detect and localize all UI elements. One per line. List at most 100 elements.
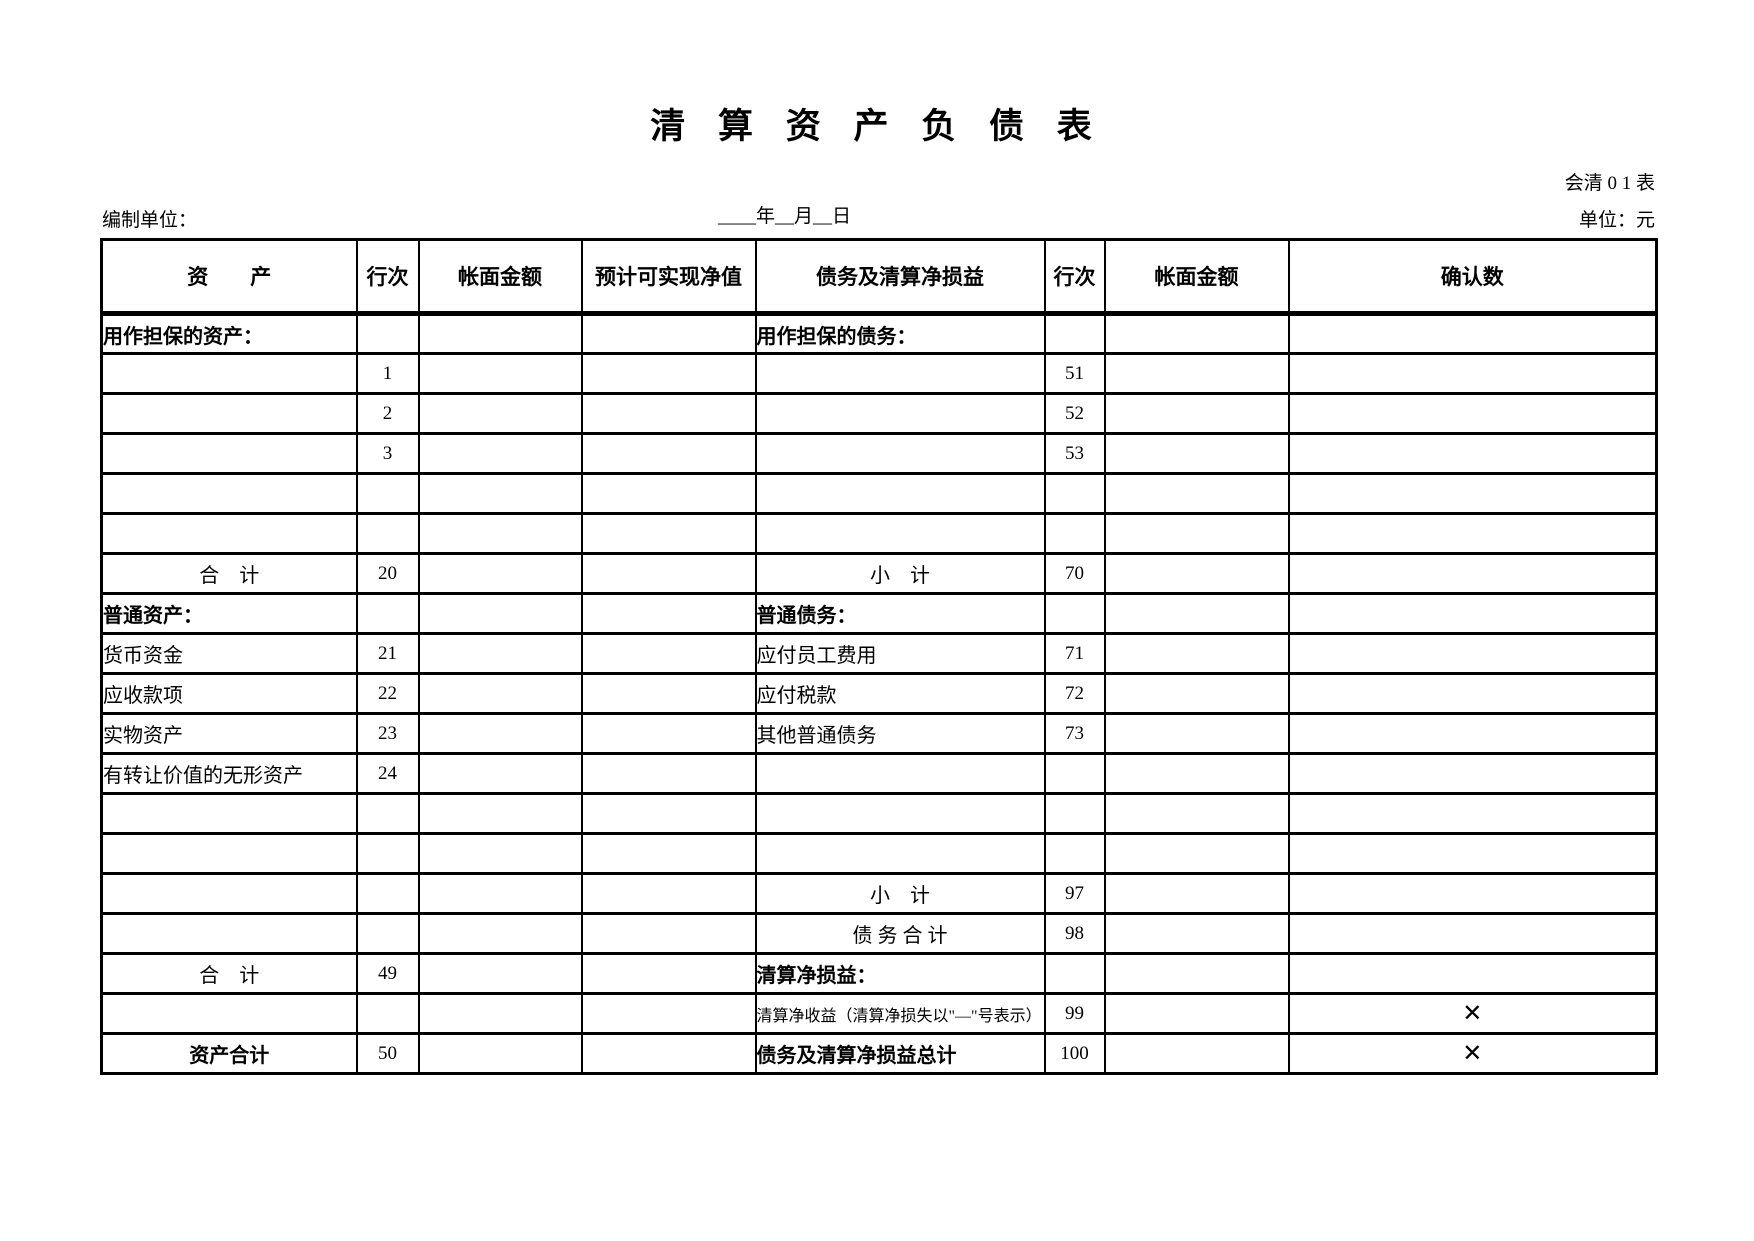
confirm-cell — [1287, 912, 1658, 955]
line-no: 97 — [1043, 872, 1106, 915]
book-amount-cell — [417, 872, 583, 915]
other-ordinary-liabilities-label: 其他普通债务 — [754, 712, 1046, 755]
book-amount-cell — [417, 552, 583, 595]
book-amount-cell — [1103, 472, 1290, 515]
label-cell — [100, 432, 358, 475]
line-no-cell — [355, 872, 420, 915]
table-row: 3 53 — [100, 432, 1658, 475]
line-no: 50 — [355, 1032, 420, 1075]
confirm-cell — [1287, 512, 1658, 555]
net-value-cell — [580, 672, 757, 715]
line-no: 53 — [1043, 432, 1106, 475]
book-amount-cell — [417, 512, 583, 555]
line-no: 3 — [355, 432, 420, 475]
page-title: 清 算 资 产 负 债 表 — [650, 107, 1104, 146]
line-no: 71 — [1043, 632, 1106, 675]
line-no-cell — [355, 472, 420, 515]
net-value-cell — [580, 1032, 757, 1075]
book-amount-cell — [417, 392, 583, 435]
label-cell — [754, 432, 1046, 475]
book-amount-cell — [417, 632, 583, 675]
book-amount-cell — [1103, 672, 1290, 715]
confirm-cell — [1287, 792, 1658, 835]
header-row: 资 产行次 帐面金额 预计可实现净值 债务及清算净损益 行次 帐面金额 确认数 — [100, 238, 1658, 316]
line-no-cell — [355, 792, 420, 835]
book-amount-cell — [1103, 752, 1290, 795]
liabilities-and-net-gain-loss-grand-total-label: 债务及清算净损益总计 — [754, 1032, 1046, 1075]
line-no: 22 — [355, 672, 420, 715]
book-amount-cell — [1103, 512, 1290, 555]
net-value-cell — [580, 792, 757, 835]
table-row — [100, 832, 1658, 875]
confirm-cell — [1287, 432, 1658, 475]
net-value-cell — [580, 432, 757, 475]
book-amount-cell — [1103, 992, 1290, 1035]
book-amount-cell — [1103, 952, 1290, 995]
line-no-cell — [355, 512, 420, 555]
table-row: 应收款项 22 应付税款 72 — [100, 672, 1658, 715]
net-value-cell — [580, 592, 757, 635]
net-value-cell — [580, 952, 757, 995]
book-amount-cell — [1103, 312, 1290, 355]
confirm-cell — [1287, 352, 1658, 395]
line-no: 51 — [1043, 352, 1106, 395]
label-cell — [100, 512, 358, 555]
x-mark: ✕ — [1287, 992, 1658, 1035]
confirm-cell — [1287, 592, 1658, 635]
line-no-cell — [1043, 952, 1106, 995]
line-no-cell — [355, 832, 420, 875]
date-line: ____年__月__日 — [718, 206, 852, 227]
confirm-cell — [1287, 752, 1658, 795]
net-value-cell — [580, 352, 757, 395]
table-body: 用作担保的资产： 用作担保的债务： 1 51 2 52 3 53 合 计 20 小 计 70 普通资产：… — [100, 312, 1658, 1075]
physical-assets-label: 实物资产 — [100, 712, 358, 755]
ordinary-assets-total-label: 合 计 — [100, 952, 358, 995]
net-value-cell — [580, 872, 757, 915]
table-row: 有转让价值的无形资产 24 — [100, 752, 1658, 795]
net-value-cell — [580, 712, 757, 755]
unit-label: 单位：元 — [1578, 210, 1655, 231]
line-no-cell — [1043, 752, 1106, 795]
label-cell — [100, 472, 358, 515]
confirm-cell — [1287, 552, 1658, 595]
book-amount-cell — [417, 432, 583, 475]
line-no: 70 — [1043, 552, 1106, 595]
liabilities-and-net-gain-loss-column-header: 债务及清算净损益 — [754, 238, 1046, 316]
line-no-cell — [1043, 792, 1106, 835]
book-amount-cell — [417, 672, 583, 715]
line-no: 52 — [1043, 392, 1106, 435]
table-row: 合 计 49 清算净损益： — [100, 952, 1658, 995]
label-cell — [754, 472, 1046, 515]
table-row: 2 52 — [100, 392, 1658, 435]
book-amount-cell — [417, 912, 583, 955]
line-no: 1 — [355, 352, 420, 395]
line-no: 20 — [355, 552, 420, 595]
net-value-cell — [580, 512, 757, 555]
secured-assets-section-label: 用作担保的资产： — [100, 312, 358, 355]
assets-grand-total-label: 资产合计 — [100, 1032, 358, 1075]
book-amount-cell — [1103, 1032, 1290, 1075]
ordinary-liabilities-subtotal-label: 小 计 — [754, 872, 1046, 915]
line-no: 21 — [355, 632, 420, 675]
book-amount-cell — [1103, 392, 1290, 435]
label-cell — [100, 392, 358, 435]
confirm-cell — [1287, 952, 1658, 995]
book-amount-cell — [417, 592, 583, 635]
book-amount-cell — [1103, 552, 1290, 595]
line-no: 72 — [1043, 672, 1106, 715]
net-value-cell — [580, 552, 757, 595]
book-amount-cell — [417, 312, 583, 355]
balance-sheet-table: 资 产行次 帐面金额 预计可实现净值 债务及清算净损益 行次 帐面金额 确认数 用作担保的资… — [100, 238, 1658, 1075]
liquidation-net-income-label: 清算净收益（清算净损失以"—"号表示） — [754, 992, 1046, 1035]
book-amount-cell — [1103, 432, 1290, 475]
book-amount-cell — [417, 952, 583, 995]
book-amount-column-header: 帐面金额 — [1103, 238, 1290, 316]
taxes-payable-label: 应付税款 — [754, 672, 1046, 715]
net-value-cell — [580, 472, 757, 515]
label-cell — [754, 392, 1046, 435]
assets-column-header: 资 产 — [100, 238, 358, 316]
line-no-column-header: 行次 — [1043, 238, 1106, 316]
secured-assets-total-label: 合 计 — [100, 552, 358, 595]
transferable-intangible-assets-label: 有转让价值的无形资产 — [100, 752, 358, 795]
line-no-cell — [355, 592, 420, 635]
